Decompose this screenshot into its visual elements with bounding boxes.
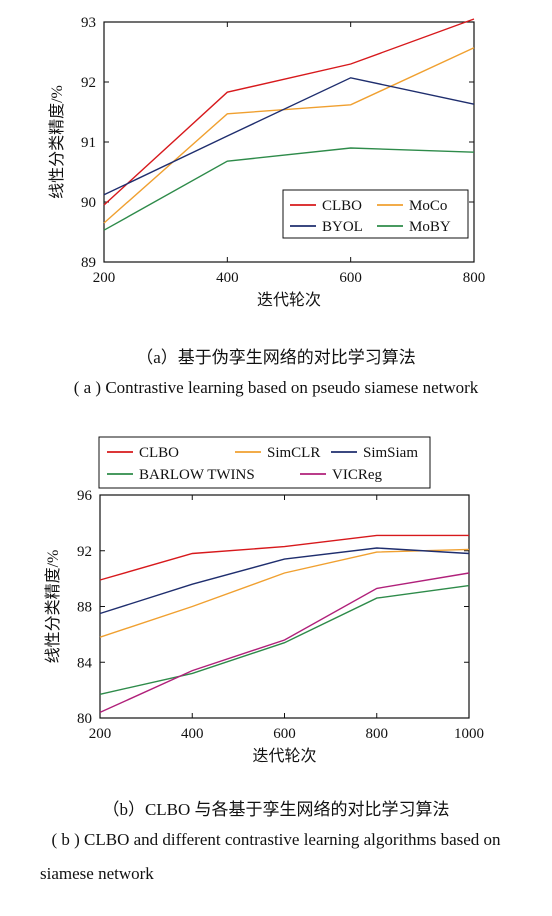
legend-label: MoCo (409, 198, 447, 214)
series-line-vicreg (99, 572, 470, 714)
series-line-moco (103, 47, 475, 224)
series-line-barlow-twins (99, 584, 470, 695)
y-tick-label: 92 (77, 544, 92, 560)
chart-b: 200 400 600 800 1000 80 84 88 92 96 迭代轮次 线性分类精度/% CL… (44, 436, 484, 765)
y-tick-label: 80 (77, 711, 92, 727)
y-axis-title: 线性分类精度/% (48, 85, 66, 199)
y-tick-label: 84 (77, 655, 93, 671)
series-line-clbo (99, 534, 469, 581)
x-tick-label: 200 (89, 726, 112, 742)
y-tick-label: 93 (81, 15, 96, 31)
caption-a-english: ( a ) Contrastive learning based on pseu… (73, 378, 479, 397)
series-line-moby (103, 147, 475, 231)
x-axis-title: 迭代轮次 (252, 747, 316, 765)
legend-box (282, 189, 469, 239)
x-tick-label: 400 (216, 270, 239, 286)
caption-b-chinese: （b）CLBO 与各基于孪生网络的对比学习算法 (102, 800, 450, 819)
y-tick-label: 92 (81, 75, 96, 91)
x-tick-label: 1000 (454, 726, 484, 742)
y-axis-title: 线性分类精度/% (44, 550, 62, 664)
legend: CLBO SimCLR SimSiam BARLOW TWINS VICReg (98, 436, 431, 489)
x-axis-title: 迭代轮次 (257, 291, 321, 309)
caption-a-chinese: （a）基于伪孪生网络的对比学习算法 (136, 348, 416, 367)
legend-label: SimCLR (267, 445, 320, 461)
x-tick-label: 800 (366, 726, 389, 742)
x-tick-label: 600 (339, 270, 362, 286)
plot-frame (99, 494, 470, 719)
caption-b-english-line1: ( b ) CLBO and different contrastive lea… (51, 830, 501, 849)
series-line-simsiam (99, 547, 470, 615)
legend-label: BYOL (322, 219, 363, 235)
y-tick-label: 89 (81, 255, 96, 271)
legend-label: CLBO (322, 198, 362, 214)
y-tick-label: 96 (77, 488, 93, 504)
y-tick-label: 90 (81, 195, 96, 211)
x-tick-label: 200 (93, 270, 116, 286)
legend-box (98, 436, 431, 489)
series-line-clbo (103, 18, 475, 206)
x-tick-label: 800 (463, 270, 486, 286)
legend-label: MoBY (409, 219, 451, 235)
x-tick-label: 600 (273, 726, 296, 742)
legend-label: BARLOW TWINS (139, 467, 255, 483)
chart-a: 200 400 600 800 89 90 91 92 93 迭代轮次 线性分类精度/% CLBO Mo… (48, 15, 485, 309)
caption-b-english-line2: siamese network (40, 864, 154, 883)
series-line-byol (103, 77, 475, 196)
legend-label: CLBO (139, 445, 179, 461)
legend-label: SimSiam (363, 445, 418, 461)
x-tick-label: 400 (181, 726, 204, 742)
legend-label: VICReg (332, 467, 382, 483)
y-tick-label: 88 (77, 600, 92, 616)
series-line-simclr (99, 548, 470, 638)
y-tick-label: 91 (81, 135, 96, 151)
legend: CLBO MoCo BYOL MoBY (282, 189, 469, 239)
